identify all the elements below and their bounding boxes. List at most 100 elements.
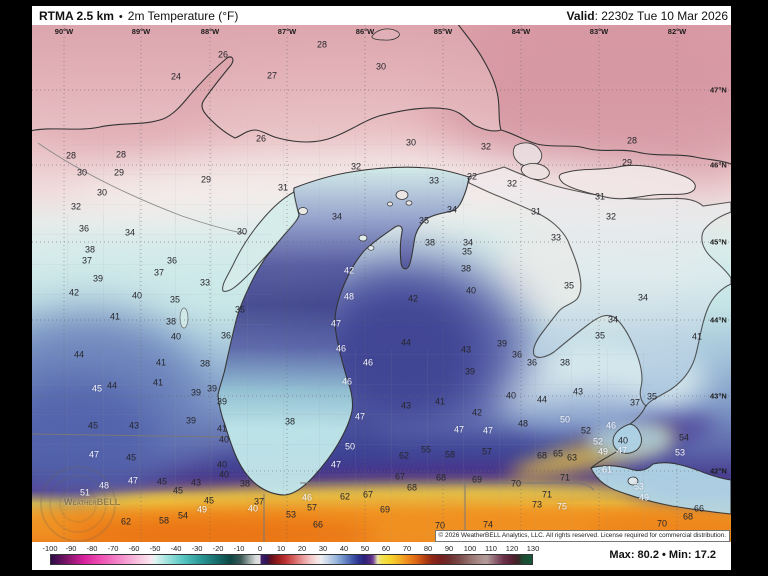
temp-label: 38 bbox=[165, 316, 177, 327]
temp-label: 67 bbox=[394, 471, 406, 482]
temp-label: 67 bbox=[362, 489, 374, 500]
temp-label: 68 bbox=[536, 450, 548, 461]
temp-label: 45 bbox=[172, 485, 184, 496]
temp-label: 70 bbox=[656, 518, 668, 529]
temp-label: 40 bbox=[465, 285, 477, 296]
temperature-values-layer: 26 24 28 30 27 26 28 28 30 29 30 32 29 30 32 32 31 33 32 30… bbox=[32, 25, 731, 542]
copyright-notice: © 2026 WeatherBELL Analytics, LLC. All r… bbox=[434, 530, 730, 542]
valid-time: Valid: 2230z Tue 10 Mar 2026 bbox=[567, 9, 731, 23]
temp-label: 43 bbox=[572, 386, 584, 397]
mi-in-oh-border bbox=[300, 482, 595, 491]
color-scale-tick: -50 bbox=[149, 544, 161, 553]
temp-label: 27 bbox=[266, 70, 278, 81]
temp-label: 48 bbox=[343, 291, 355, 302]
color-scale-tick: -20 bbox=[212, 544, 224, 553]
temp-label: 43 bbox=[128, 420, 140, 431]
color-scale-tick: 10 bbox=[276, 544, 286, 553]
temp-label: 39 bbox=[464, 366, 476, 377]
north-manitou-island bbox=[358, 234, 368, 242]
county-lines bbox=[32, 125, 692, 542]
temp-label: 45 bbox=[125, 452, 137, 463]
temp-label: 24 bbox=[170, 71, 182, 82]
min-label: Min bbox=[668, 549, 688, 561]
color-scale-tick: -80 bbox=[86, 544, 98, 553]
valid-value: : 2230z Tue 10 Mar 2026 bbox=[594, 8, 728, 23]
temp-label: 44 bbox=[536, 394, 548, 405]
temp-label: 52 bbox=[580, 425, 592, 436]
temp-label: 50 bbox=[344, 441, 356, 452]
temp-label: 34 bbox=[331, 211, 343, 222]
temp-label: 39 bbox=[206, 383, 218, 394]
pelee-island bbox=[627, 476, 639, 486]
temp-label: 55 bbox=[420, 444, 432, 455]
temp-label: 70 bbox=[510, 478, 522, 489]
lon-label: 86°W bbox=[355, 27, 375, 36]
temp-label: 35 bbox=[169, 294, 181, 305]
temp-label: 32 bbox=[350, 161, 362, 172]
temp-label: 40 bbox=[218, 434, 230, 445]
temp-label: 47 bbox=[330, 459, 342, 470]
temp-label: 43 bbox=[400, 400, 412, 411]
temp-label: 32 bbox=[605, 211, 617, 222]
temp-label: 47 bbox=[127, 475, 139, 486]
temp-label: 63 bbox=[566, 452, 578, 463]
st-joseph-island bbox=[512, 142, 543, 167]
color-scale-tick: 80 bbox=[423, 544, 433, 553]
temp-label: 35 bbox=[234, 304, 246, 315]
temp-label: 46 bbox=[341, 376, 353, 387]
temp-label: 29 bbox=[113, 167, 125, 178]
temp-label: 38 bbox=[84, 244, 96, 255]
temp-label: 38 bbox=[239, 478, 251, 489]
temp-label: 31 bbox=[277, 182, 289, 193]
longitude-labels: 90°W 89°W 88°W 87°W 86°W 85°W 84°W 83°W 82°W bbox=[32, 25, 731, 542]
temp-label: 38 bbox=[424, 237, 436, 248]
temp-label: 46 bbox=[362, 357, 374, 368]
temp-label: 41 bbox=[216, 423, 228, 434]
temp-label: 38 bbox=[199, 358, 211, 369]
coastlines-and-borders-svg bbox=[32, 25, 731, 542]
max-label: Max bbox=[609, 549, 631, 561]
high-island bbox=[387, 201, 393, 207]
temp-label: 52 bbox=[592, 436, 604, 447]
wi-mi-border bbox=[37, 142, 247, 235]
temp-label: 48 bbox=[98, 480, 110, 491]
temp-label: 29 bbox=[621, 157, 633, 168]
color-scale-tick: -30 bbox=[191, 544, 203, 553]
wi-il-border bbox=[32, 433, 226, 438]
temp-label: 68 bbox=[682, 511, 694, 522]
temp-label: 74 bbox=[482, 519, 494, 530]
temp-label: 40 bbox=[218, 469, 230, 480]
temp-label: 44 bbox=[400, 337, 412, 348]
temp-label: 58 bbox=[444, 449, 456, 460]
temp-label: 46 bbox=[605, 420, 617, 431]
temp-label: 35 bbox=[418, 215, 430, 226]
color-scale-tick: 0 bbox=[257, 544, 263, 553]
temp-label: 71 bbox=[559, 472, 571, 483]
temp-label: 40 bbox=[170, 331, 182, 342]
temp-label: 37 bbox=[629, 397, 641, 408]
temp-label: 62 bbox=[398, 450, 410, 461]
color-scale-tick: -10 bbox=[233, 544, 245, 553]
lakes bbox=[32, 25, 731, 515]
temp-label: 39 bbox=[496, 338, 508, 349]
temp-label: 40 bbox=[216, 459, 228, 470]
lat-label: 44°N bbox=[710, 315, 727, 325]
temp-label: 53 bbox=[674, 447, 686, 458]
temp-label: 34 bbox=[607, 314, 619, 325]
temp-label: 39 bbox=[216, 396, 228, 407]
temp-label: 37 bbox=[153, 267, 165, 278]
temp-label: 71 bbox=[541, 489, 553, 500]
garden-island bbox=[405, 200, 413, 206]
temp-label: 29 bbox=[200, 174, 212, 185]
temp-label: 57 bbox=[481, 446, 493, 457]
temp-label: 69 bbox=[379, 504, 391, 515]
color-scale-tick: 110 bbox=[485, 544, 497, 553]
temp-label: 65 bbox=[552, 448, 564, 459]
temp-label: 26 bbox=[217, 49, 229, 60]
color-scale-tick: 100 bbox=[463, 544, 477, 553]
temp-label: 47 bbox=[354, 411, 366, 422]
weather-map-panel: RTMA 2.5 km • 2m Temperature (°F) Valid: 2… bbox=[32, 6, 731, 570]
temp-label: 73 bbox=[531, 499, 543, 510]
color-scale-tick: 40 bbox=[339, 544, 349, 553]
